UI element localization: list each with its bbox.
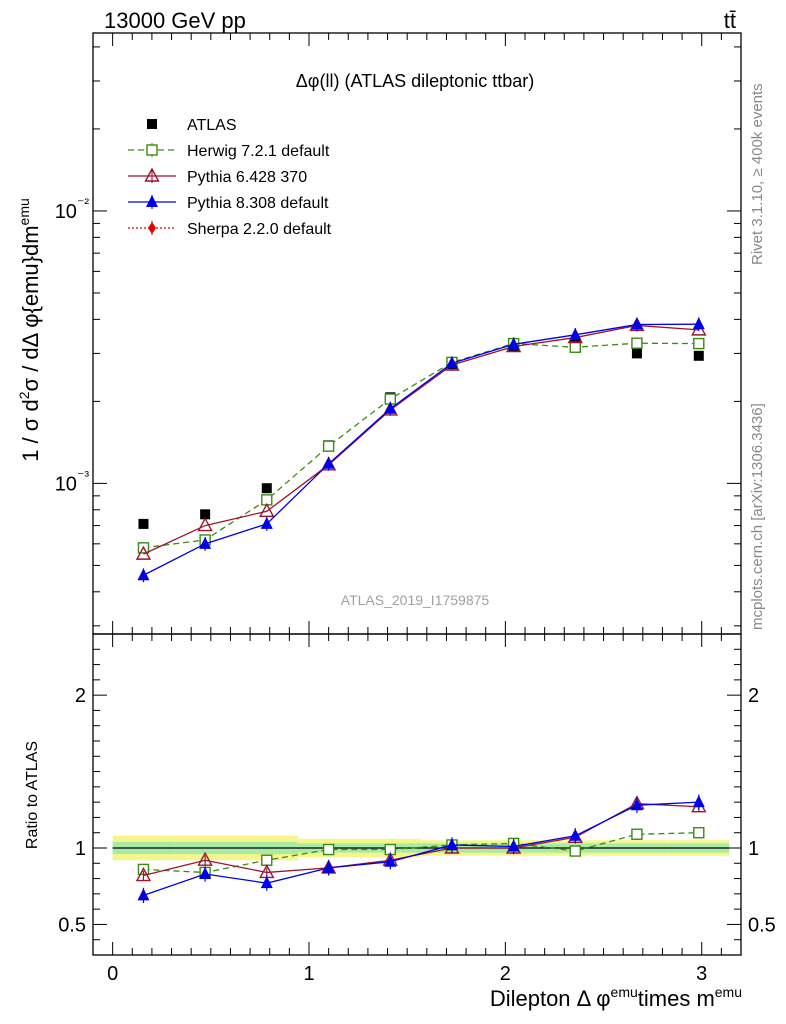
data-point [261, 483, 272, 494]
data-point [197, 517, 213, 532]
ratio-point [199, 866, 212, 879]
data-point [322, 440, 335, 452]
ratio-plot-frame [92, 633, 742, 956]
data-point [693, 337, 705, 350]
ratio-point [261, 854, 273, 866]
legend-marker [146, 144, 158, 156]
data-point [384, 401, 397, 414]
ratio-y-tick-label-right: 1 [748, 838, 759, 860]
ratio-point [507, 839, 520, 852]
ratio-y-tick-label: 1 [75, 838, 86, 860]
data-point [137, 568, 150, 581]
main-title: Δφ(ll) (ATLAS dileptonic ttbar) [296, 71, 534, 91]
side-label-rivet: Rivet 3.1.10, ≥ 400k events [749, 83, 766, 265]
ratio-point [135, 867, 152, 882]
ratio-y-tick-label: 0.5 [58, 914, 86, 936]
header-right: tt̄ [724, 8, 736, 33]
ratio-point [260, 876, 273, 889]
watermark: ATLAS_2019_I1759875 [341, 592, 490, 608]
data-point [569, 327, 582, 340]
ratio-point [692, 795, 705, 808]
ratio-point [445, 837, 458, 850]
ratio-point [137, 888, 150, 901]
ratio-point [384, 854, 397, 867]
legend-marker [147, 119, 157, 129]
data-point [631, 348, 642, 359]
x-tick-label: 3 [696, 963, 707, 985]
ratio-point [322, 860, 335, 873]
ratio-point [197, 851, 213, 866]
x-tick-label: 0 [107, 963, 118, 985]
y-tick-label: 10⁻² [55, 195, 90, 223]
legend-label: Herwig 7.2.1 default [187, 143, 330, 160]
ratio-y-tick-label-right: 0.5 [748, 914, 776, 936]
y-axis-label-main: 1 / σ d2σ / dΔ φ{emu}dmemu [16, 198, 43, 462]
legend-marker [146, 195, 158, 207]
ratio-y-tick-label: 2 [75, 685, 86, 707]
series-line-3 [143, 323, 699, 576]
data-point [569, 341, 581, 353]
data-point [692, 317, 705, 330]
data-point [259, 502, 275, 517]
legend-marker [144, 167, 160, 182]
header-left: 13000 GeV pp [104, 8, 246, 33]
x-tick-label: 1 [303, 963, 314, 985]
data-point [630, 317, 643, 330]
y-axis-label-ratio: Ratio to ATLAS [24, 741, 41, 849]
data-point [200, 509, 211, 520]
legend-label: ATLAS [187, 117, 237, 134]
legend-marker [148, 222, 156, 234]
x-axis-label: Dilepton Δ φemutimes memu [490, 984, 742, 1011]
legend-label: Pythia 8.308 default [187, 195, 329, 212]
ratio-point [322, 843, 335, 856]
data-point [507, 337, 520, 350]
legend-label: Pythia 6.428 370 [187, 169, 307, 186]
ratio-line-2 [143, 801, 699, 896]
data-point [135, 545, 152, 560]
data-point [138, 518, 149, 529]
ratio-point [569, 845, 581, 857]
data-point [260, 516, 273, 529]
series-line-1 [143, 342, 699, 549]
ratio-point [630, 798, 643, 811]
ratio-y-tick-label-right: 2 [748, 685, 759, 707]
legend-label: Sherpa 2.2.0 default [187, 221, 332, 238]
ratio-point [631, 828, 643, 840]
data-point [693, 350, 704, 361]
y-tick-label: 10⁻³ [55, 467, 90, 495]
x-tick-label: 2 [500, 963, 511, 985]
data-point [445, 356, 458, 369]
data-point [322, 456, 335, 469]
series-line-2 [143, 324, 699, 555]
ratio-point [569, 828, 582, 841]
data-point [631, 337, 643, 349]
side-label-mcplots: mcplots.cern.ch [arXiv:1306.3436] [749, 403, 766, 630]
data-point [199, 536, 212, 549]
ratio-point [693, 827, 705, 839]
